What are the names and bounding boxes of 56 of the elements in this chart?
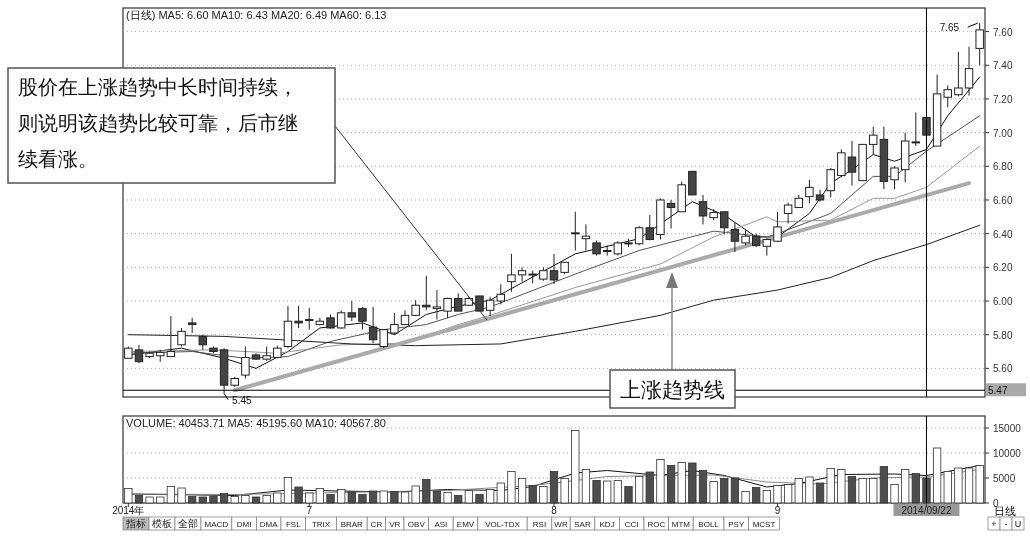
y-tick-label: 6.00 [993,296,1013,308]
text: FSL [285,520,302,529]
y-tick-label: 10000 [993,448,1022,459]
text: MACD [204,520,229,529]
text: VR [389,520,401,529]
y-tick-label: 7.20 [993,93,1013,105]
text: 模板 [152,518,172,529]
text: 指标 [125,518,146,529]
y-tick-label: 15000 [993,423,1022,434]
text: WR [554,520,568,529]
text: - [1004,519,1008,529]
text: CR [370,520,383,529]
text: + [991,519,997,529]
text: MCST [752,520,776,529]
text: TRIX [311,520,331,529]
text: DMI [236,520,252,529]
text: MTM [671,520,691,529]
text: KDJ [599,520,615,529]
text: OBV [407,520,426,529]
ref-line-label: 5.47 [988,385,1008,397]
y-tick-label: 6.40 [993,228,1013,240]
y-tick-label: 6.80 [993,161,1013,173]
text: U [1014,519,1022,529]
callout: 股价在上涨趋势中长时间持续，则说明该趋势比较可靠，后市继续看涨。 [7,67,488,321]
text: SAR [574,520,591,529]
text: CCI [624,520,639,529]
text: ASI [434,520,448,529]
x-tick-label: 8 [551,505,558,516]
x-tick-label: 2014年 [112,505,145,516]
callout: 上涨趋势线 [609,272,736,409]
text: PSY [728,520,745,529]
text: RSI [532,520,547,529]
annotation: 股价在上涨趋势中长时间持续，则说明该趋势比较可靠，后市继续看涨。 [18,76,298,170]
chart-title: (日线) MA5: 6.60 MA10: 6.43 MA20: 6.49 MA60: 6.13 [126,9,387,21]
chart-title: VOLUME: 40453.71 MA5: 45195.60 MA10: 40567.80 [126,417,386,429]
text: BRAR [340,520,364,529]
y-tick-label: 7.00 [993,127,1013,139]
y-tick-label: 5.60 [993,363,1013,375]
text: 全部 [178,518,198,529]
y-tick-label: 6.60 [993,194,1013,206]
y-tick-label: 6.20 [993,262,1013,274]
x-tick-label: 9 [774,505,781,516]
y-tick-label: 7.40 [993,60,1013,72]
annotation: 5.45 [232,394,252,406]
y-tick-label: 5000 [993,473,1016,484]
x-tick-label: 2014/09/22 [901,505,952,516]
text: EMV [456,520,475,529]
text: ROC [647,520,666,529]
annotation: 上涨趋势线 [620,378,725,402]
text: BOLL [698,520,720,529]
text: DMA [259,520,279,529]
y-tick-label: 5.80 [993,329,1013,341]
x-tick-label: 7 [306,505,313,516]
annotation: 7.65 [939,22,960,34]
text: VOL-TDX [485,520,521,529]
y-tick-label: 7.60 [993,26,1013,38]
